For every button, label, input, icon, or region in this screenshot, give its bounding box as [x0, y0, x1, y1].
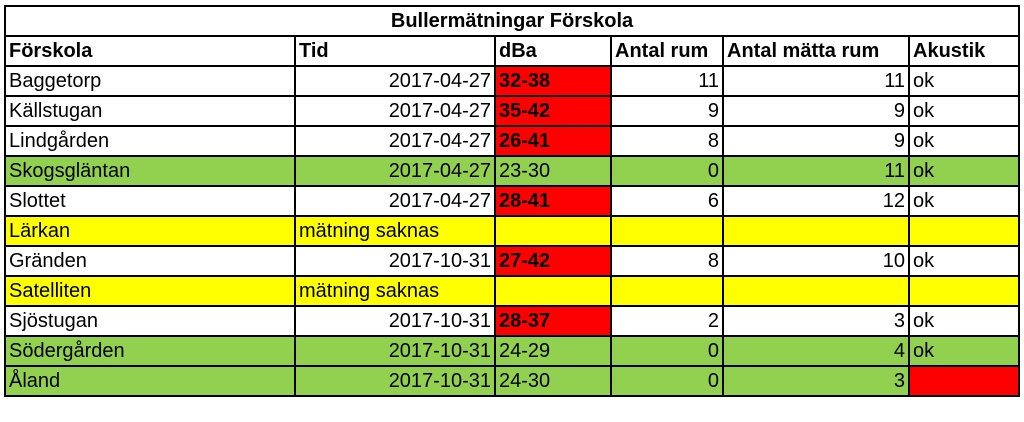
- header-antal-matta-rum: Antal mätta rum: [722, 35, 910, 67]
- cell-antal-matta-rum: 11: [722, 155, 910, 187]
- cell-antal-rum: [610, 215, 724, 247]
- cell-tid: 2017-10-31: [294, 305, 496, 337]
- cell-antal-rum: 6: [610, 185, 724, 217]
- buller-table: Bullermätningar Förskola Förskola Tid dB…: [3, 5, 1021, 397]
- cell-dba: 24-29: [494, 335, 612, 367]
- cell-dba: 28-41: [494, 185, 612, 217]
- cell-antal-rum: 8: [610, 245, 724, 277]
- cell-akustik: ok: [907, 305, 1021, 337]
- title-row: Bullermätningar Förskola: [3, 5, 1021, 37]
- cell-dba: 24-30: [494, 365, 612, 397]
- cell-dba: 28-37: [494, 305, 612, 337]
- cell-antal-matta-rum: [722, 275, 910, 307]
- cell-tid: mätning saknas: [294, 275, 496, 307]
- cell-akustik: ok: [907, 65, 1021, 97]
- cell-dba: 27-42: [494, 245, 612, 277]
- header-dba: dBa: [494, 35, 612, 67]
- cell-akustik: ok: [907, 125, 1021, 157]
- table-row: Lindgården 2017-04-27 26-41 8 9 ok: [4, 125, 1021, 157]
- header-forskola: Förskola: [4, 35, 296, 67]
- table-row: Skogsgläntan 2017-04-27 23-30 0 11 ok: [4, 155, 1021, 187]
- cell-forskola: Källstugan: [4, 95, 296, 127]
- cell-tid: 2017-04-27: [294, 125, 496, 157]
- cell-tid: 2017-04-27: [294, 65, 496, 97]
- table-row: Källstugan 2017-04-27 35-42 9 9 ok: [4, 95, 1021, 127]
- cell-tid: 2017-10-31: [294, 365, 496, 397]
- cell-tid: mätning saknas: [294, 215, 496, 247]
- cell-antal-matta-rum: 9: [722, 95, 910, 127]
- cell-antal-rum: 8: [610, 125, 724, 157]
- header-akustik: Akustik: [907, 35, 1021, 67]
- cell-antal-rum: 0: [610, 365, 724, 397]
- table-row: Åland 2017-10-31 24-30 0 3: [4, 365, 1021, 397]
- cell-akustik: ok: [907, 245, 1021, 277]
- cell-forskola: Slottet: [4, 185, 296, 217]
- cell-antal-matta-rum: 4: [722, 335, 910, 367]
- table-row: Sjöstugan 2017-10-31 28-37 2 3 ok: [4, 305, 1021, 337]
- cell-forskola: Sjöstugan: [4, 305, 296, 337]
- header-tid: Tid: [294, 35, 496, 67]
- cell-antal-matta-rum: [722, 215, 910, 247]
- cell-antal-matta-rum: 9: [722, 125, 910, 157]
- cell-forskola: Skogsgläntan: [4, 155, 296, 187]
- cell-tid: 2017-10-31: [294, 335, 496, 367]
- cell-akustik: [907, 365, 1021, 397]
- cell-tid: 2017-04-27: [294, 95, 496, 127]
- header-row: Förskola Tid dBa Antal rum Antal mätta r…: [4, 35, 1021, 67]
- cell-forskola: Södergården: [4, 335, 296, 367]
- cell-dba: 32-38: [494, 65, 612, 97]
- cell-akustik: ok: [907, 335, 1021, 367]
- cell-forskola: Lärkan: [4, 215, 296, 247]
- cell-antal-rum: 9: [610, 95, 724, 127]
- cell-tid: 2017-04-27: [294, 155, 496, 187]
- cell-forskola: Åland: [4, 365, 296, 397]
- cell-dba: 26-41: [494, 125, 612, 157]
- cell-antal-rum: 11: [610, 65, 724, 97]
- cell-antal-matta-rum: 3: [722, 365, 910, 397]
- cell-forskola: Baggetorp: [4, 65, 296, 97]
- table-row: Gränden 2017-10-31 27-42 8 10 ok: [4, 245, 1021, 277]
- cell-antal-matta-rum: 3: [722, 305, 910, 337]
- table-title: Bullermätningar Förskola: [3, 5, 1021, 37]
- header-antal-rum: Antal rum: [610, 35, 724, 67]
- cell-dba: [494, 275, 612, 307]
- table-row: Södergården 2017-10-31 24-29 0 4 ok: [4, 335, 1021, 367]
- cell-antal-rum: 0: [610, 335, 724, 367]
- cell-forskola: Gränden: [4, 245, 296, 277]
- cell-antal-rum: 0: [610, 155, 724, 187]
- cell-akustik: [907, 215, 1021, 247]
- cell-dba: [494, 215, 612, 247]
- cell-forskola: Satelliten: [4, 275, 296, 307]
- cell-tid: 2017-10-31: [294, 245, 496, 277]
- cell-akustik: ok: [907, 95, 1021, 127]
- table-row: Lärkan mätning saknas: [4, 215, 1021, 247]
- cell-antal-matta-rum: 10: [722, 245, 910, 277]
- cell-akustik: [907, 275, 1021, 307]
- cell-forskola: Lindgården: [4, 125, 296, 157]
- cell-antal-rum: 2: [610, 305, 724, 337]
- cell-antal-matta-rum: 11: [722, 65, 910, 97]
- table-row: Satelliten mätning saknas: [4, 275, 1021, 307]
- cell-tid: 2017-04-27: [294, 185, 496, 217]
- cell-antal-rum: [610, 275, 724, 307]
- cell-akustik: ok: [907, 155, 1021, 187]
- cell-antal-matta-rum: 12: [722, 185, 910, 217]
- cell-dba: 23-30: [494, 155, 612, 187]
- table-row: Slottet 2017-04-27 28-41 6 12 ok: [4, 185, 1021, 217]
- cell-dba: 35-42: [494, 95, 612, 127]
- cell-akustik: ok: [907, 185, 1021, 217]
- table-row: Baggetorp 2017-04-27 32-38 11 11 ok: [4, 65, 1021, 97]
